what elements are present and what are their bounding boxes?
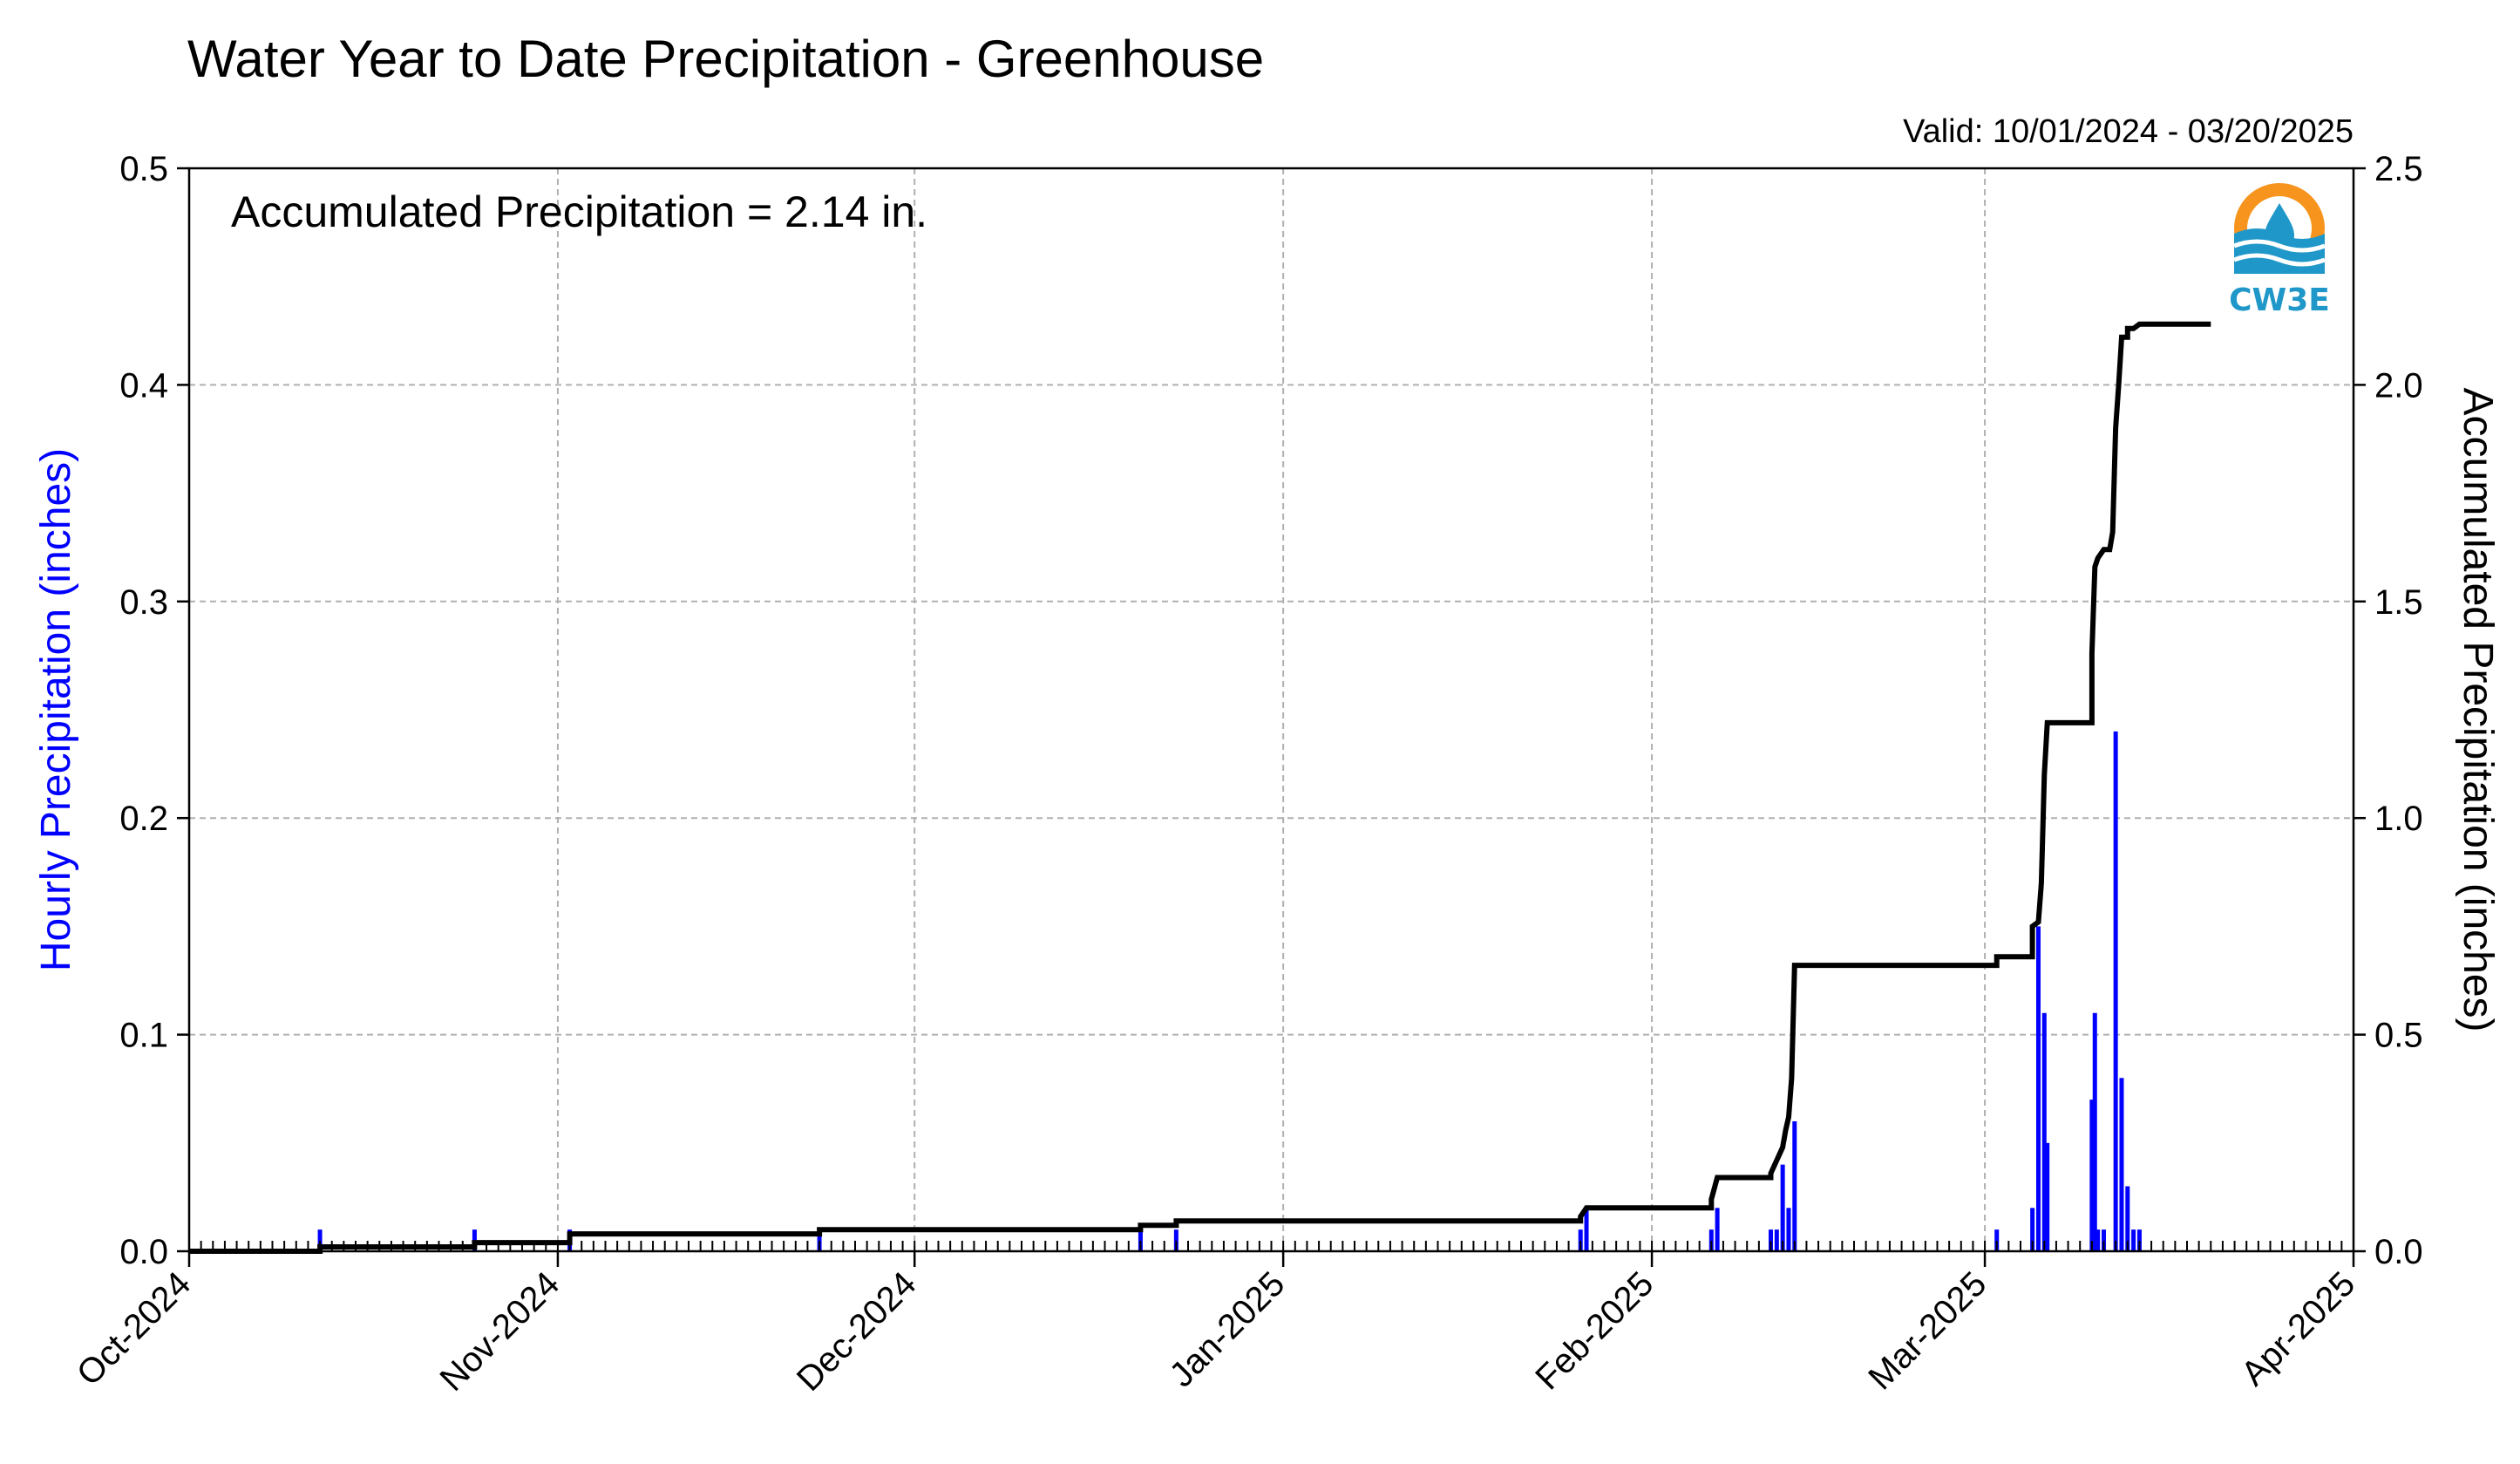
- hourly-precip-bar: [2119, 1078, 2124, 1251]
- hourly-precip-bar: [1578, 1229, 1583, 1251]
- hourly-precip-bar: [2089, 1100, 2095, 1251]
- chart-title: Water Year to Date Precipitation - Green…: [187, 30, 1264, 88]
- left-y-tick-label: 0.5: [119, 150, 168, 188]
- x-tick-label: Jan-2025: [1162, 1264, 1292, 1394]
- hourly-precip-bar: [1792, 1120, 1797, 1251]
- accumulated-total-annotation: Accumulated Precipitation = 2.14 in.: [231, 187, 927, 236]
- x-tick-label: Oct-2024: [70, 1264, 198, 1393]
- accumulated-line: [189, 321, 2211, 1254]
- right-y-axis: 0.0 0.5 1.0 1.5 2.0 2.5: [2354, 150, 2423, 1271]
- left-y-tick-label: 0.2: [119, 800, 168, 838]
- hourly-precip-bar: [317, 1229, 323, 1251]
- hourly-precip-bar: [1715, 1208, 1720, 1251]
- right-y-tick-label: 0.5: [2374, 1017, 2423, 1055]
- hourly-precip-bar: [2136, 1229, 2142, 1251]
- hourly-bars: [317, 731, 2142, 1251]
- hourly-precip-bar: [2125, 1186, 2130, 1251]
- hourly-precip-bar: [2095, 1229, 2101, 1251]
- hourly-precip-bar: [1769, 1229, 1773, 1251]
- x-axis: Oct-2024 Nov-2024 Dec-2024 Jan-2025 Feb-2025…: [70, 1241, 2362, 1399]
- hourly-precip-bar: [1786, 1208, 1791, 1251]
- left-y-tick-label: 0.4: [119, 366, 168, 405]
- grid-lines: [189, 168, 2354, 1251]
- hourly-precip-bar: [2045, 1142, 2050, 1251]
- hourly-precip-bar: [1138, 1229, 1143, 1251]
- cw3e-logo-icon: [2233, 183, 2326, 274]
- hourly-precip-bar: [2092, 1012, 2097, 1251]
- hourly-precip-bar: [2102, 1229, 2106, 1251]
- x-tick-label: Dec-2024: [790, 1264, 924, 1399]
- cw3e-logo: CW3E: [2229, 183, 2330, 318]
- left-y-tick-label: 0.0: [119, 1233, 168, 1271]
- x-tick-label: Mar-2025: [1861, 1264, 1994, 1397]
- right-y-tick-label: 1.0: [2374, 800, 2423, 838]
- valid-date-range: Valid: 10/01/2024 - 03/20/2025: [1903, 113, 2354, 150]
- cw3e-logo-text: CW3E: [2229, 283, 2330, 318]
- left-y-tick-label: 0.3: [119, 583, 168, 622]
- hourly-precip-bar: [1780, 1164, 1785, 1251]
- right-y-tick-label: 2.0: [2374, 366, 2423, 405]
- left-y-axis-label: Hourly Precipitation (inches): [33, 448, 79, 971]
- hourly-precip-bar: [2113, 731, 2118, 1251]
- plot-frame: [187, 167, 2355, 1253]
- hourly-precip-bar: [2035, 926, 2041, 1251]
- hourly-precip-bar: [1584, 1208, 1589, 1251]
- right-y-tick-label: 1.5: [2374, 583, 2423, 622]
- left-y-axis: 0.0 0.1 0.2 0.3 0.4 0.5: [119, 150, 189, 1271]
- hourly-precip-bar: [1708, 1229, 1714, 1251]
- hourly-precip-bar: [1173, 1229, 1178, 1251]
- hourly-precip-bar: [1774, 1229, 1779, 1251]
- x-tick-label: Nov-2024: [433, 1264, 567, 1399]
- right-y-tick-label: 2.5: [2374, 150, 2423, 188]
- x-tick-label: Feb-2025: [1528, 1264, 1661, 1397]
- accumulated-precip-line: [189, 321, 2211, 1254]
- hourly-precip-bar: [817, 1229, 822, 1251]
- left-y-tick-label: 0.1: [119, 1017, 168, 1055]
- hourly-precip-bar: [2030, 1208, 2035, 1251]
- right-y-tick-label: 0.0: [2374, 1233, 2423, 1271]
- hourly-precip-bar: [2041, 1012, 2047, 1251]
- right-y-axis-label: Accumulated Precipitation (inches): [2455, 387, 2501, 1032]
- hourly-precip-bar: [2131, 1229, 2136, 1251]
- x-tick-label: Apr-2025: [2234, 1264, 2362, 1393]
- hourly-precip-bar: [1994, 1229, 2000, 1251]
